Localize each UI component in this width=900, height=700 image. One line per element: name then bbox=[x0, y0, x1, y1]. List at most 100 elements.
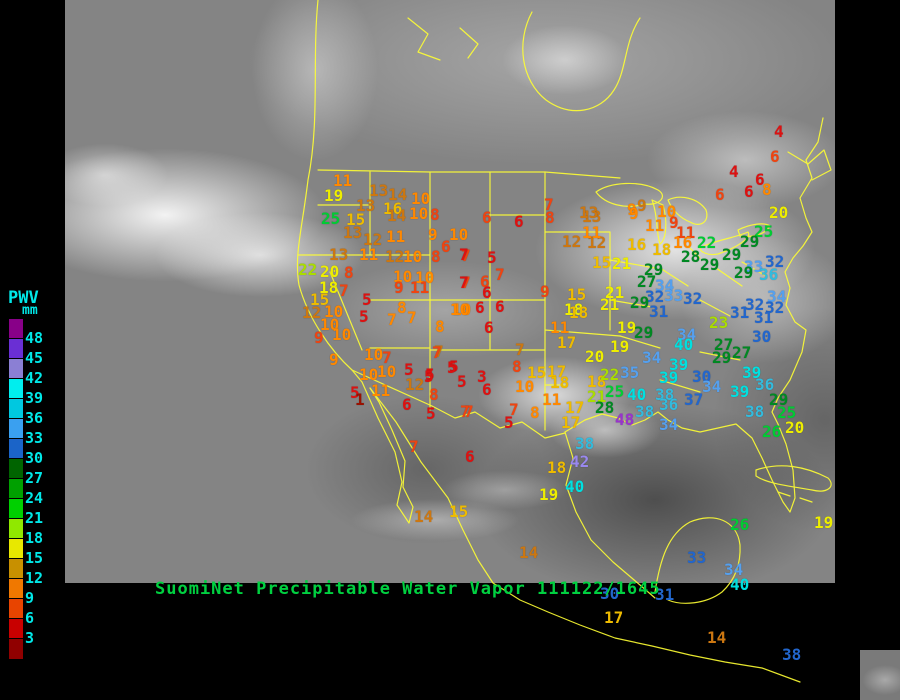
legend-swatch bbox=[8, 578, 24, 600]
station-pwv-value: 34 bbox=[659, 415, 679, 434]
station-pwv-value: 13 bbox=[356, 196, 376, 215]
station-pwv-value: 5 bbox=[487, 248, 497, 267]
station-pwv-value: 25 bbox=[321, 209, 341, 228]
station-pwv-value: 13 bbox=[329, 245, 349, 264]
station-pwv-value: 17 bbox=[561, 413, 581, 432]
station-pwv-value: 38 bbox=[575, 434, 595, 453]
station-pwv-value: 30 bbox=[752, 327, 772, 346]
legend-label: 39 bbox=[25, 389, 44, 407]
station-pwv-value: 10 bbox=[393, 267, 413, 286]
station-pwv-value: 5 bbox=[457, 372, 467, 391]
legend-swatch bbox=[8, 378, 24, 400]
station-pwv-value: 5 bbox=[350, 383, 360, 402]
station-pwv-value: 6 bbox=[484, 318, 494, 337]
legend-label: 33 bbox=[25, 429, 44, 447]
station-pwv-value: 12 bbox=[302, 303, 322, 322]
station-pwv-value: 15 bbox=[346, 210, 366, 229]
station-pwv-value: 40 bbox=[730, 575, 750, 594]
station-pwv-value: 11 bbox=[676, 223, 696, 242]
station-pwv-value: 38 bbox=[782, 645, 802, 664]
station-pwv-value: 19 bbox=[814, 513, 834, 532]
station-pwv-value: 40 bbox=[627, 385, 647, 404]
station-pwv-value: 8 bbox=[429, 385, 439, 404]
station-pwv-value: 4 bbox=[774, 122, 784, 141]
station-pwv-value: 9 bbox=[637, 196, 647, 215]
legend-swatch bbox=[8, 598, 24, 620]
legend-label: 27 bbox=[25, 469, 44, 487]
station-pwv-value: 3 bbox=[477, 367, 487, 386]
station-pwv-value: 25 bbox=[754, 222, 774, 241]
legend-swatch bbox=[8, 478, 24, 500]
station-pwv-value: 8 bbox=[431, 247, 441, 266]
station-pwv-value: 25 bbox=[605, 382, 625, 401]
station-pwv-value: 9 bbox=[629, 204, 639, 223]
station-pwv-value: 20 bbox=[785, 418, 805, 437]
station-pwv-value: 29 bbox=[712, 348, 732, 367]
station-pwv-value: 10 bbox=[515, 377, 535, 396]
station-pwv-value: 32 bbox=[645, 287, 665, 306]
station-pwv-value: 18 bbox=[547, 458, 567, 477]
legend-label: 21 bbox=[25, 509, 44, 527]
station-pwv-value: 20 bbox=[585, 347, 605, 366]
station-pwv-value: 27 bbox=[714, 335, 734, 354]
station-pwv-value: 9 bbox=[627, 200, 637, 219]
station-pwv-value: 10 bbox=[657, 202, 677, 221]
station-pwv-value: 6 bbox=[482, 380, 492, 399]
legend-label: 9 bbox=[25, 589, 35, 607]
station-pwv-value: 12 bbox=[562, 232, 582, 251]
station-pwv-value: 33 bbox=[664, 286, 684, 305]
station-pwv-value: 31 bbox=[655, 585, 675, 604]
station-pwv-value: 29 bbox=[630, 293, 650, 312]
legend-label: 15 bbox=[25, 549, 44, 567]
station-pwv-value: 6 bbox=[475, 298, 485, 317]
state-lines-east bbox=[609, 245, 767, 393]
legend-swatch bbox=[8, 438, 24, 460]
station-pwv-value: 32 bbox=[765, 252, 785, 271]
lake-superior bbox=[595, 182, 663, 207]
station-pwv-value: 21 bbox=[605, 283, 625, 302]
border-rio-grande bbox=[351, 369, 566, 439]
station-pwv-value: 27 bbox=[732, 343, 752, 362]
station-pwv-value: 13 bbox=[343, 223, 363, 242]
cuba bbox=[755, 465, 832, 492]
station-pwv-value: 8 bbox=[397, 298, 407, 317]
station-pwv-value: 40 bbox=[674, 335, 694, 354]
station-pwv-value: 18 bbox=[319, 278, 339, 297]
station-pwv-value: 10 bbox=[332, 325, 352, 344]
station-pwv-value: 23 bbox=[709, 313, 729, 332]
station-pwv-value: 7 bbox=[387, 310, 397, 329]
station-pwv-value: 36 bbox=[659, 395, 679, 414]
legend-swatch bbox=[8, 338, 24, 360]
station-pwv-value: 8 bbox=[512, 357, 522, 376]
legend-swatch bbox=[8, 458, 24, 480]
station-pwv-value: 5 bbox=[359, 307, 369, 326]
station-pwv-value: 5 bbox=[426, 404, 436, 423]
legend-label: 42 bbox=[25, 369, 44, 387]
station-pwv-value: 7 bbox=[461, 273, 471, 292]
legend-swatch bbox=[8, 418, 24, 440]
legend-label: 3 bbox=[25, 629, 35, 647]
coastline-gulf-east bbox=[564, 117, 824, 513]
station-pwv-value: 10 bbox=[359, 365, 379, 384]
station-pwv-value: 42 bbox=[570, 452, 590, 471]
station-pwv-value: 17 bbox=[604, 608, 624, 627]
station-pwv-value: 12 bbox=[405, 375, 425, 394]
station-pwv-value: 29 bbox=[734, 263, 754, 282]
station-pwv-value: 31 bbox=[754, 308, 774, 327]
station-pwv-value: 48 bbox=[615, 410, 635, 429]
coastline-pacific bbox=[296, 0, 414, 524]
product-caption: SuomiNet Precipitable Water Vapor 111122… bbox=[155, 579, 661, 599]
station-pwv-value: 13 bbox=[582, 207, 602, 226]
station-pwv-value: 14 bbox=[414, 507, 434, 526]
station-pwv-value: 9 bbox=[314, 328, 324, 347]
station-pwv-value: 10 bbox=[320, 315, 340, 334]
station-pwv-value: 5 bbox=[504, 413, 514, 432]
station-pwv-value: 18 bbox=[652, 240, 672, 259]
station-pwv-value: 17 bbox=[547, 362, 567, 381]
station-pwv-value: 38 bbox=[635, 402, 655, 421]
station-pwv-value: 26 bbox=[730, 515, 750, 534]
station-pwv-value: 29 bbox=[700, 255, 720, 274]
station-pwv-value: 11 bbox=[386, 227, 406, 246]
legend-swatch bbox=[8, 398, 24, 420]
